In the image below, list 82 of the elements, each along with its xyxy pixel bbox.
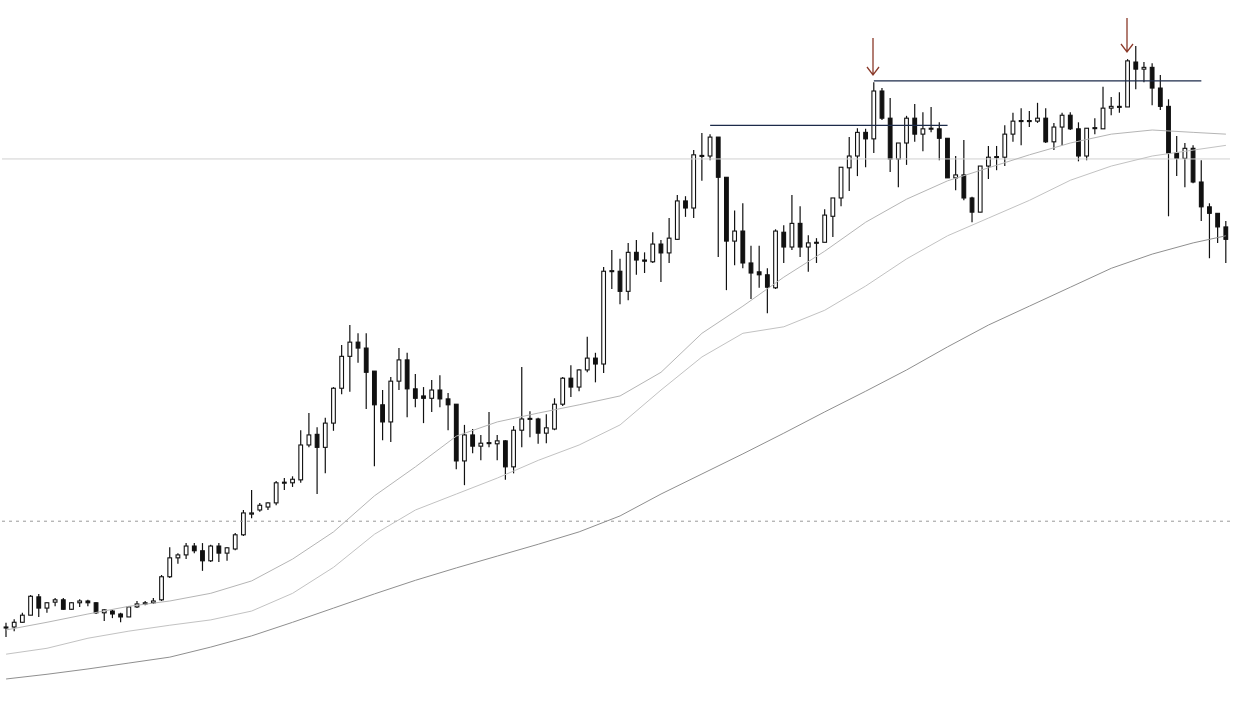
candlestick xyxy=(36,593,42,618)
candlestick xyxy=(994,145,999,171)
candlestick xyxy=(764,267,770,314)
candlestick xyxy=(1157,74,1163,111)
candlestick xyxy=(543,413,549,444)
candlestick xyxy=(175,552,181,565)
candlestick xyxy=(355,332,361,364)
candlestick xyxy=(167,546,173,579)
candlestick xyxy=(642,251,647,274)
candlestick xyxy=(306,412,312,448)
candlestick xyxy=(895,142,901,188)
candlestick xyxy=(593,352,598,383)
candlestick xyxy=(912,103,918,143)
candlestick xyxy=(445,392,451,431)
candlestick xyxy=(1133,45,1139,90)
candlestick xyxy=(1149,62,1155,106)
candlestick xyxy=(683,195,688,218)
candlestick xyxy=(855,127,860,177)
candlestick xyxy=(159,574,164,602)
candlestick xyxy=(609,249,615,290)
candlestick xyxy=(1223,220,1229,264)
candlestick xyxy=(1059,112,1065,146)
candlestick xyxy=(928,106,934,133)
candlestick xyxy=(216,542,222,563)
candlestick xyxy=(1215,212,1221,244)
candlestick xyxy=(1035,102,1040,124)
candlestick xyxy=(666,217,672,264)
candlestick xyxy=(650,231,656,264)
candlestick xyxy=(519,366,525,448)
candlestick xyxy=(936,121,942,161)
candlestick xyxy=(486,411,492,448)
candlestick xyxy=(1108,96,1114,116)
candlestick xyxy=(576,368,582,392)
candlestick xyxy=(961,139,967,201)
candlestick xyxy=(1207,202,1212,259)
candlestick xyxy=(273,480,279,506)
candlestick xyxy=(3,622,9,638)
candlestick xyxy=(830,197,836,238)
candlestick xyxy=(470,428,476,454)
candlestick xyxy=(863,128,869,168)
candlestick xyxy=(412,373,418,408)
candlestick xyxy=(920,111,926,152)
candlestick xyxy=(846,136,852,192)
candlestick xyxy=(1018,107,1024,146)
candlestick xyxy=(699,132,705,182)
candlestick xyxy=(249,489,255,519)
candlestick xyxy=(617,258,623,305)
candlestick xyxy=(527,410,533,438)
candlestick xyxy=(347,324,353,393)
candlestick xyxy=(535,417,541,445)
candlestick xyxy=(953,155,959,191)
candlestick xyxy=(478,434,484,461)
candlestick xyxy=(1043,107,1049,144)
candlestick xyxy=(584,336,590,373)
candlestick xyxy=(756,245,762,289)
candlestick xyxy=(748,245,754,300)
candlestick xyxy=(797,205,803,258)
candlestick xyxy=(789,194,795,251)
candlestick xyxy=(707,133,713,161)
candlestick xyxy=(969,196,975,223)
candlestick xyxy=(1002,124,1008,167)
candlestick xyxy=(814,237,819,264)
candlestick xyxy=(200,542,205,572)
candlestick xyxy=(1010,112,1016,143)
candlestick xyxy=(805,234,811,273)
candlestick xyxy=(781,224,787,264)
candlestick xyxy=(28,594,33,616)
candlestick xyxy=(732,209,738,266)
candlestick xyxy=(494,434,500,461)
candlestick xyxy=(1116,91,1122,114)
candlestick xyxy=(241,509,246,537)
candlestick xyxy=(380,389,385,441)
candlestick xyxy=(658,239,664,283)
candlestick xyxy=(1051,122,1057,151)
candlestick xyxy=(568,364,574,398)
candlestick xyxy=(396,347,402,391)
candlestick xyxy=(421,386,426,424)
candlestick xyxy=(437,374,443,408)
candlestick xyxy=(1100,86,1106,130)
candlestick xyxy=(314,426,320,495)
candlestick xyxy=(633,239,639,276)
candlestick xyxy=(429,379,435,413)
